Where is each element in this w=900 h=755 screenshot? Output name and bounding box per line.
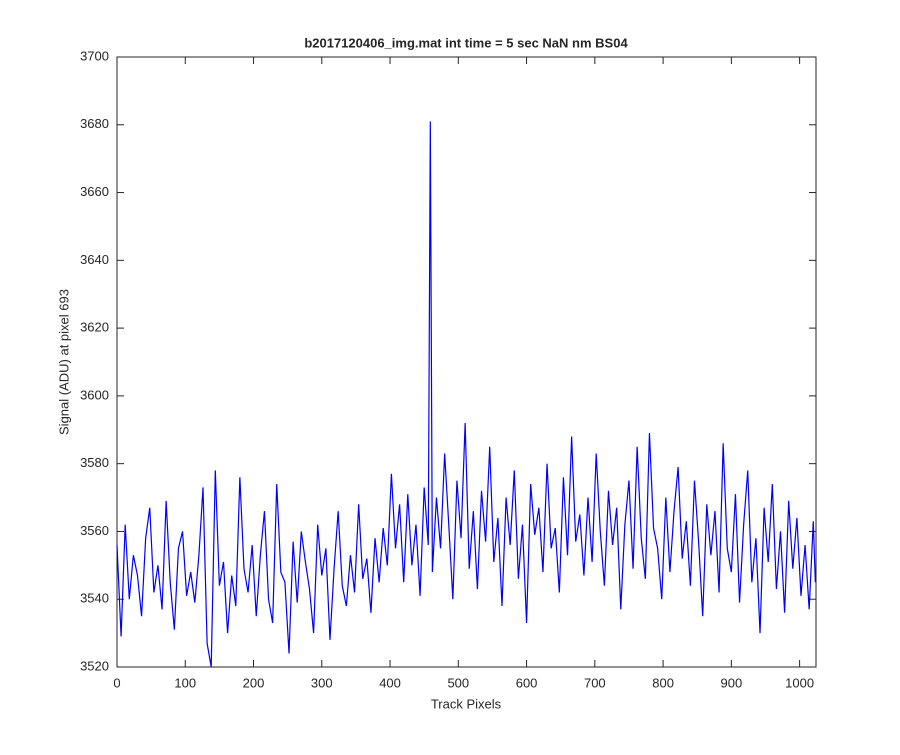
- x-tick-label: 700: [584, 675, 606, 690]
- y-tick-label: 3540: [80, 591, 109, 606]
- chart-title: b2017120406_img.mat int time = 5 sec NaN…: [304, 35, 628, 50]
- y-tick-label: 3620: [80, 320, 109, 335]
- x-tick-label: 200: [243, 675, 265, 690]
- y-tick-label: 3580: [80, 455, 109, 470]
- y-tick-label: 3560: [80, 523, 109, 538]
- y-tick-label: 3600: [80, 387, 109, 402]
- y-axis-label: Signal (ADU) at pixel 693: [56, 289, 71, 435]
- y-tick-label: 3700: [80, 48, 109, 63]
- x-tick-label: 0: [113, 675, 120, 690]
- signal-line: [116, 121, 816, 668]
- x-tick-label: 300: [311, 675, 333, 690]
- axes-box: [116, 56, 817, 668]
- y-tick-label: 3660: [80, 184, 109, 199]
- y-tick-label: 3680: [80, 116, 109, 131]
- y-tick-label: 3640: [80, 252, 109, 267]
- x-tick-label: 600: [516, 675, 538, 690]
- y-tick-label: 3520: [80, 658, 109, 673]
- x-tick-label: 400: [379, 675, 401, 690]
- x-tick-label: 900: [721, 675, 743, 690]
- x-tick-label: 800: [652, 675, 674, 690]
- x-tick-label: 100: [174, 675, 196, 690]
- x-axis-label: Track Pixels: [431, 696, 502, 711]
- x-tick-label: 1000: [785, 675, 814, 690]
- x-tick-label: 500: [447, 675, 469, 690]
